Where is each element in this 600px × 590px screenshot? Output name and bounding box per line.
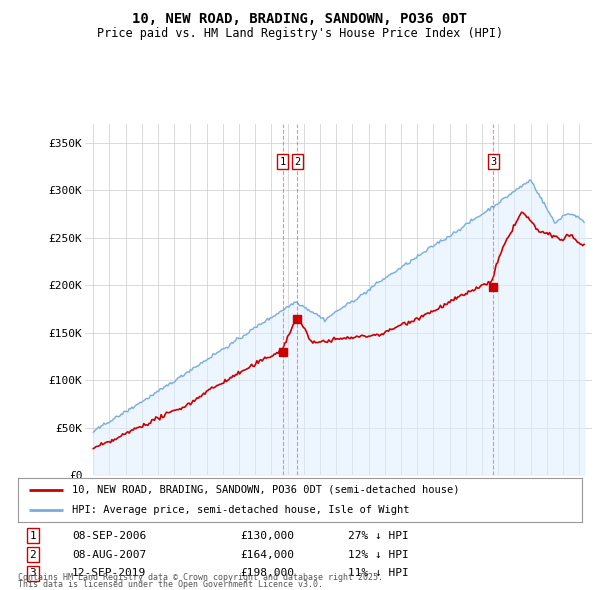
Text: This data is licensed under the Open Government Licence v3.0.: This data is licensed under the Open Gov… [18,580,323,589]
Text: 08-AUG-2007: 08-AUG-2007 [72,550,146,559]
Text: 2: 2 [29,550,37,559]
Text: 3: 3 [490,157,496,167]
Text: £130,000: £130,000 [240,531,294,540]
Text: 27% ↓ HPI: 27% ↓ HPI [348,531,409,540]
Text: 2: 2 [294,157,301,167]
Text: 11% ↓ HPI: 11% ↓ HPI [348,569,409,578]
Text: £198,000: £198,000 [240,569,294,578]
Text: Contains HM Land Registry data © Crown copyright and database right 2025.: Contains HM Land Registry data © Crown c… [18,573,383,582]
Text: Price paid vs. HM Land Registry's House Price Index (HPI): Price paid vs. HM Land Registry's House … [97,27,503,40]
Text: 10, NEW ROAD, BRADING, SANDOWN, PO36 0DT (semi-detached house): 10, NEW ROAD, BRADING, SANDOWN, PO36 0DT… [71,485,459,495]
Text: £164,000: £164,000 [240,550,294,559]
Text: 1: 1 [29,531,37,540]
Text: 10, NEW ROAD, BRADING, SANDOWN, PO36 0DT: 10, NEW ROAD, BRADING, SANDOWN, PO36 0DT [133,12,467,26]
Text: 08-SEP-2006: 08-SEP-2006 [72,531,146,540]
Text: 3: 3 [29,569,37,578]
Text: HPI: Average price, semi-detached house, Isle of Wight: HPI: Average price, semi-detached house,… [71,505,409,515]
Text: 1: 1 [280,157,286,167]
Text: 12% ↓ HPI: 12% ↓ HPI [348,550,409,559]
Text: 12-SEP-2019: 12-SEP-2019 [72,569,146,578]
